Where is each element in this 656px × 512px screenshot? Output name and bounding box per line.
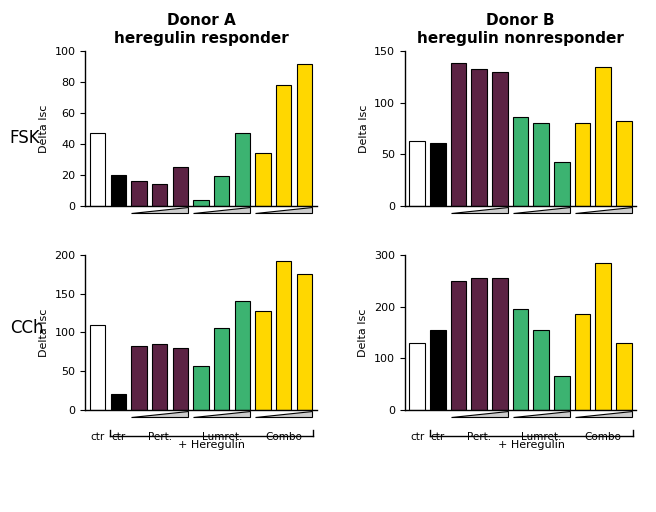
- Bar: [152, 184, 167, 206]
- Text: + Heregulin: + Heregulin: [178, 440, 245, 451]
- Text: FSK: FSK: [10, 129, 41, 147]
- Y-axis label: Delta Isc: Delta Isc: [39, 104, 49, 153]
- Polygon shape: [451, 207, 508, 212]
- Bar: [173, 348, 188, 410]
- Polygon shape: [131, 207, 188, 212]
- Bar: [430, 330, 445, 410]
- Bar: [596, 67, 611, 206]
- Title: Donor A
heregulin responder: Donor A heregulin responder: [113, 13, 289, 46]
- Polygon shape: [575, 207, 632, 212]
- Bar: [276, 261, 291, 410]
- Bar: [513, 117, 528, 206]
- Bar: [513, 309, 528, 410]
- Title: Donor B
heregulin nonresponder: Donor B heregulin nonresponder: [417, 13, 624, 46]
- Text: CCh: CCh: [10, 318, 43, 337]
- Bar: [575, 123, 590, 206]
- Bar: [297, 63, 312, 206]
- Y-axis label: Delta Isc: Delta Isc: [359, 104, 369, 153]
- Polygon shape: [513, 207, 570, 212]
- Bar: [235, 302, 250, 410]
- Polygon shape: [513, 411, 570, 417]
- Bar: [255, 153, 271, 206]
- Bar: [194, 200, 209, 206]
- Bar: [430, 143, 445, 206]
- Bar: [173, 167, 188, 206]
- Bar: [235, 133, 250, 206]
- Bar: [451, 281, 466, 410]
- Bar: [472, 279, 487, 410]
- Polygon shape: [193, 411, 250, 417]
- Bar: [575, 314, 590, 410]
- Bar: [194, 366, 209, 410]
- Polygon shape: [255, 207, 312, 212]
- Bar: [596, 263, 611, 410]
- Bar: [131, 346, 147, 410]
- Bar: [297, 274, 312, 410]
- Polygon shape: [131, 411, 188, 417]
- Bar: [533, 330, 549, 410]
- Bar: [451, 62, 466, 206]
- Bar: [214, 329, 230, 410]
- Bar: [409, 343, 425, 410]
- Polygon shape: [451, 411, 508, 417]
- Polygon shape: [255, 411, 312, 417]
- Bar: [554, 376, 569, 410]
- Text: + Heregulin: + Heregulin: [498, 440, 565, 451]
- Polygon shape: [575, 411, 632, 417]
- Bar: [152, 344, 167, 410]
- Y-axis label: Delta Isc: Delta Isc: [39, 308, 49, 356]
- Bar: [90, 325, 106, 410]
- Polygon shape: [193, 207, 250, 212]
- Bar: [616, 343, 632, 410]
- Y-axis label: Delta Isc: Delta Isc: [358, 308, 369, 356]
- Bar: [131, 181, 147, 206]
- Bar: [616, 121, 632, 206]
- Bar: [111, 175, 126, 206]
- Bar: [492, 72, 508, 206]
- Bar: [214, 176, 230, 206]
- Bar: [111, 394, 126, 410]
- Bar: [276, 85, 291, 206]
- Bar: [554, 162, 569, 206]
- Bar: [472, 69, 487, 206]
- Bar: [90, 133, 106, 206]
- Bar: [492, 279, 508, 410]
- Bar: [255, 311, 271, 410]
- Bar: [409, 141, 425, 206]
- Bar: [533, 123, 549, 206]
